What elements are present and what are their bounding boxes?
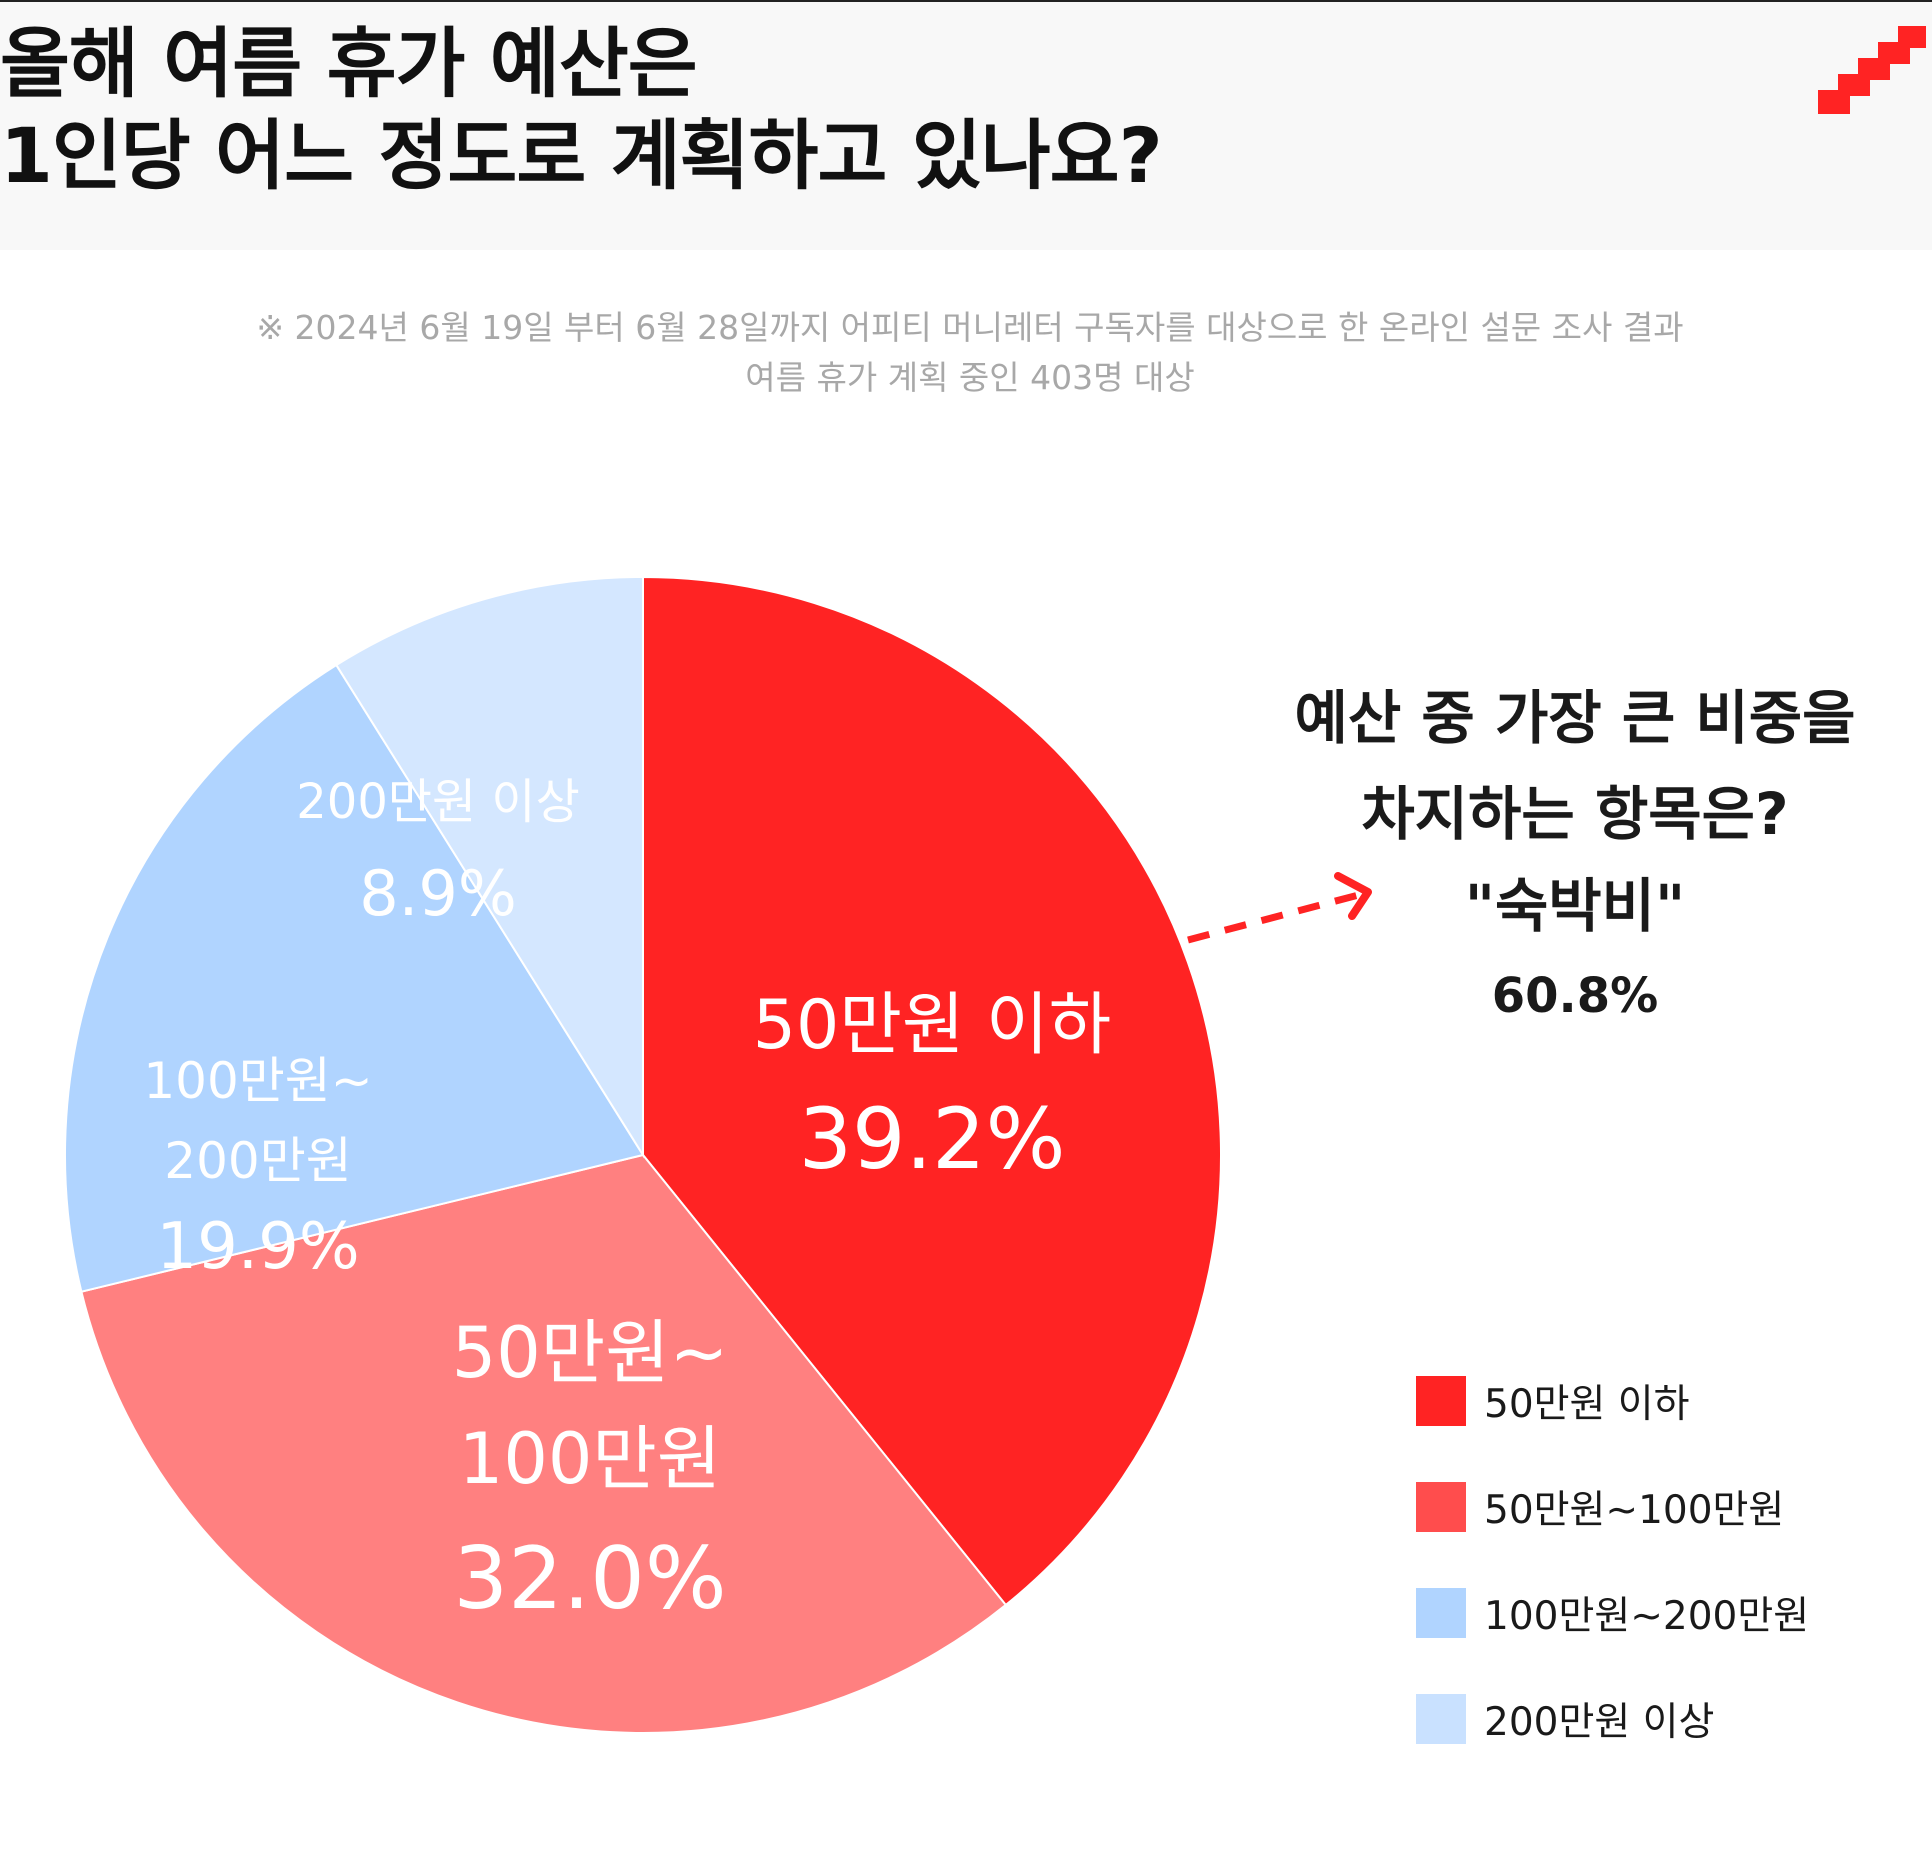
slice-category-label: 100만원~ <box>143 1052 372 1110</box>
slice-value-label: 39.2% <box>799 1090 1066 1188</box>
highlight-answer: "숙박비" <box>1464 872 1686 940</box>
slice-category-label: 100만원 <box>459 1418 721 1500</box>
legend-item: 50만원~100만원 <box>1416 1454 1809 1560</box>
legend-item: 200만원 이상 <box>1416 1666 1809 1772</box>
pie-slice <box>334 575 644 1159</box>
legend-swatch <box>1416 1482 1466 1532</box>
callout-arrow-head-icon <box>1334 872 1372 920</box>
survey-note-line-1: ※ 2024년 6월 19일 부터 6월 28일까지 어피티 머니레터 구독자를… <box>256 308 1684 347</box>
slice-category-label: 50만원 이하 <box>753 986 1111 1065</box>
pie-slice <box>642 575 1223 1607</box>
highlight-question-line-2: 차지하는 항목은? <box>1361 780 1789 848</box>
slice-category-label: 50만원~ <box>452 1312 729 1394</box>
legend-item: 100만원~200만원 <box>1416 1560 1809 1666</box>
chart-legend: 50만원 이하 50만원~100만원 100만원~200만원 200만원 이상 <box>1416 1348 1809 1772</box>
legend-swatch <box>1416 1376 1466 1426</box>
highlight-callout: 예산 중 가장 큰 비중을 차지하는 항목은? "숙박비" 60.8% <box>1250 670 1900 1042</box>
header: 올해 여름 휴가 예산은 1인당 어느 정도로 계획하고 있나요? <box>0 0 1932 250</box>
slice-category-label: 200만원 <box>164 1132 351 1190</box>
title-line-1: 올해 여름 휴가 예산은 <box>0 19 698 108</box>
legend-label: 200만원 이상 <box>1484 1700 1715 1745</box>
callout-arrow <box>1187 889 1367 944</box>
highlight-question-line-1: 예산 중 가장 큰 비중을 <box>1294 684 1856 752</box>
highlight-answer-value: 60.8% <box>1491 968 1659 1024</box>
slice-value-label: 32.0% <box>453 1529 726 1629</box>
slice-value-label: 19.9% <box>156 1210 359 1284</box>
survey-note-line-2: 여름 휴가 계획 중인 403명 대상 <box>745 358 1195 397</box>
pie-slice <box>80 1153 1008 1734</box>
survey-note: ※ 2024년 6월 19일 부터 6월 28일까지 어피티 머니레터 구독자를… <box>150 303 1790 403</box>
pie-slice <box>64 663 645 1293</box>
legend-label: 50만원 이하 <box>1484 1382 1690 1427</box>
slice-value-label: 8.9% <box>359 857 517 930</box>
title-line-2: 1인당 어느 정도로 계획하고 있나요? <box>0 111 1163 200</box>
page-title: 올해 여름 휴가 예산은 1인당 어느 정도로 계획하고 있나요? <box>0 18 1163 202</box>
legend-swatch <box>1416 1588 1466 1638</box>
brand-stairs-icon <box>1818 26 1926 114</box>
slice-category-label: 200만원 이상 <box>296 774 580 830</box>
legend-label: 100만원~200만원 <box>1484 1594 1810 1639</box>
legend-label: 50만원~100만원 <box>1484 1488 1785 1533</box>
legend-item: 50만원 이하 <box>1416 1348 1809 1454</box>
legend-swatch <box>1416 1694 1466 1744</box>
